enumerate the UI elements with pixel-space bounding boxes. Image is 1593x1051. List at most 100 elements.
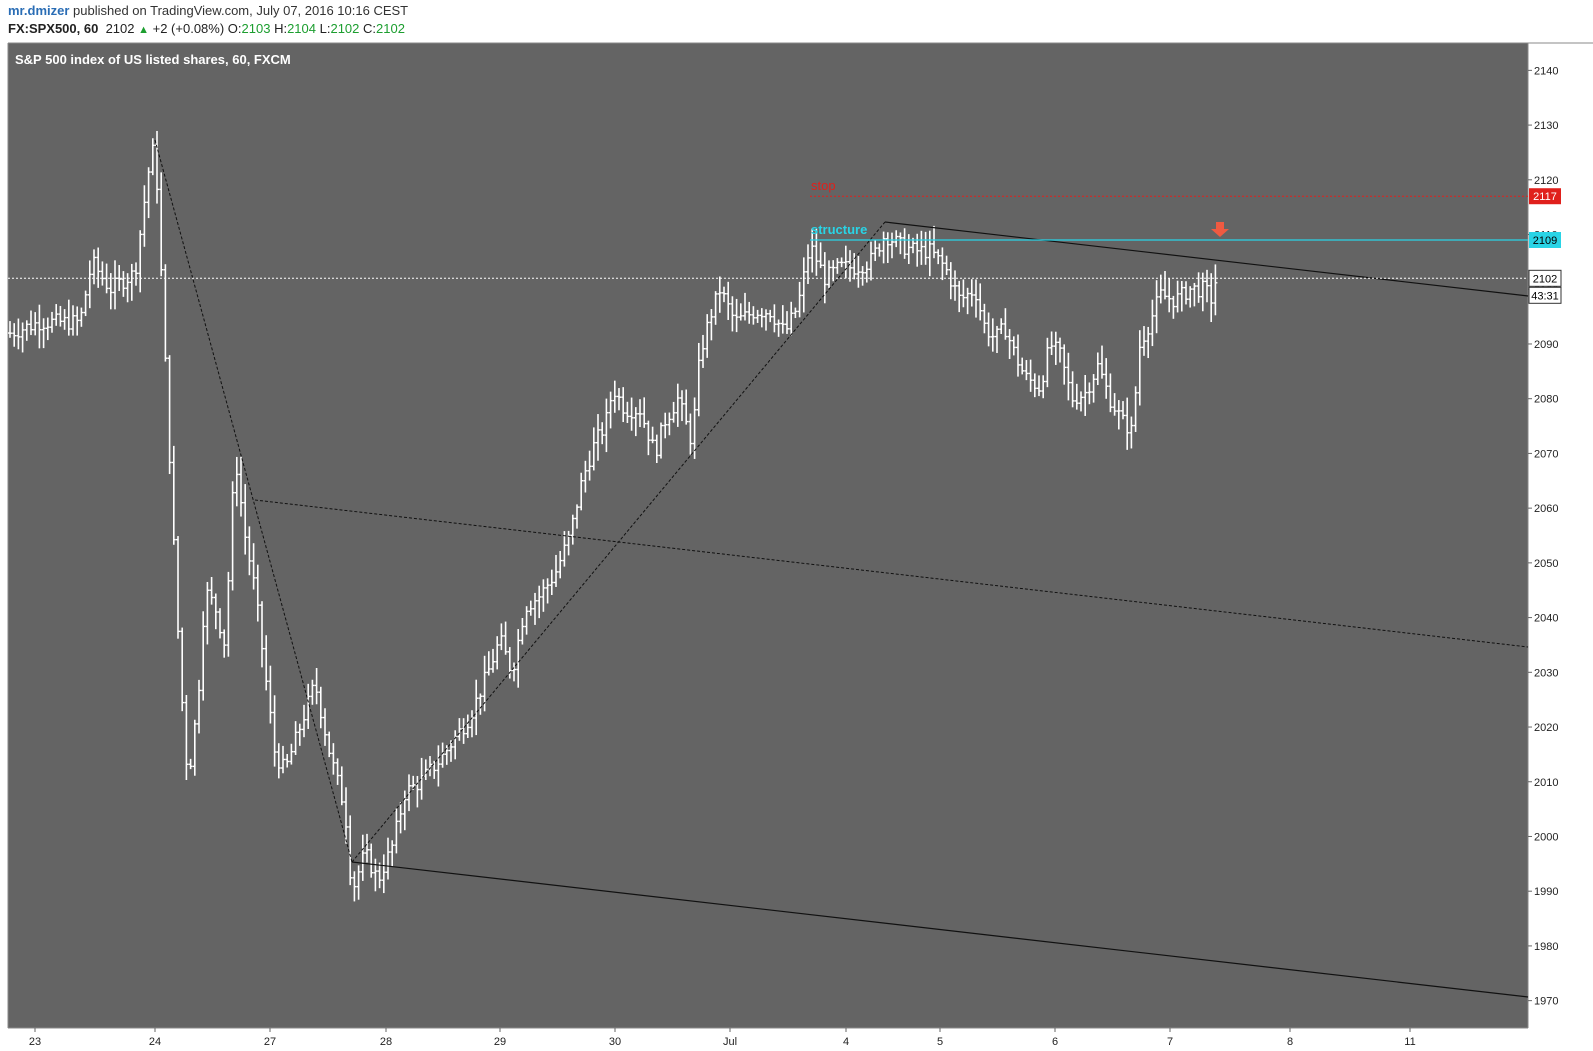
ohlc-bar — [339, 766, 344, 806]
plot-area[interactable] — [8, 43, 1528, 1028]
ohlc-bar — [843, 245, 848, 279]
ohlc-bar — [20, 322, 25, 353]
ohlc-bar — [743, 292, 747, 321]
ohlc-bar — [814, 229, 819, 276]
ohlc-bar — [1028, 359, 1033, 392]
ohlc-bar — [625, 401, 630, 424]
ohlc-bar — [16, 318, 21, 350]
ohlc-bar — [512, 662, 516, 682]
ohlc-bar — [978, 283, 983, 321]
close-value: 2102 — [376, 21, 405, 36]
low-label: L: — [319, 21, 331, 36]
ohlc-bar — [940, 247, 945, 281]
ohlc-bar — [167, 355, 172, 475]
ohlc-bar — [705, 314, 710, 358]
ohlc-bar — [537, 585, 542, 619]
chart-header: mr.dmizer published on TradingView.com, … — [0, 0, 1593, 42]
ohlc-bar — [1066, 352, 1071, 401]
ohlc-bar — [659, 422, 663, 459]
ohlc-bar — [848, 250, 852, 282]
sell-arrow-icon[interactable] — [1211, 222, 1229, 237]
ohlc-bar — [885, 232, 890, 263]
ohlc-bar — [1003, 308, 1008, 340]
ohlc-bar — [1087, 382, 1092, 405]
y-tick-label: 2130 — [1534, 120, 1558, 132]
ohlc-bar — [394, 808, 399, 854]
ohlc-bar — [24, 320, 29, 341]
ohlc-bar — [684, 389, 689, 425]
ohlc-bar — [1049, 331, 1054, 356]
ohlc-bar — [1213, 264, 1218, 316]
ohlc-bar — [474, 679, 479, 736]
y-tick-label: 2040 — [1534, 613, 1558, 625]
y-tick-label: 1990 — [1534, 886, 1558, 898]
ohlc-bar — [1121, 401, 1125, 420]
chart-title: S&P 500 index of US listed shares, 60, F… — [15, 52, 291, 67]
ohlc-bar — [680, 390, 684, 422]
ohlc-bar — [856, 255, 861, 288]
ohlc-bar — [281, 745, 285, 774]
ohlc-bar — [1146, 326, 1151, 359]
stop-label: stop — [811, 178, 836, 193]
ohlc-bar — [864, 261, 869, 283]
ohlc-bar — [927, 230, 932, 277]
ohlc-bar — [772, 304, 777, 333]
ohlc-bar — [890, 232, 894, 259]
ohlc-bar — [545, 578, 550, 604]
ohlc-bar — [738, 303, 743, 321]
ohlc-bar — [751, 306, 756, 325]
ohlc-bar — [1116, 400, 1121, 430]
ohlc-bar — [465, 714, 470, 738]
ohlc-bar — [318, 686, 323, 729]
ohlc-bar — [54, 304, 59, 326]
ohlc-bar — [398, 802, 403, 834]
ohlc-bar — [62, 309, 67, 330]
ohlc-bar — [1011, 336, 1016, 356]
up-arrow-icon: ▲ — [138, 24, 149, 36]
price-axis[interactable] — [1528, 43, 1593, 1028]
last-price-label: 2102 — [1533, 273, 1557, 285]
ohlc-bar — [570, 514, 575, 545]
y-tick-label: 2090 — [1534, 339, 1558, 351]
ohlc-bar — [827, 260, 831, 289]
ohlc-bar — [1175, 280, 1180, 313]
y-tick-label: 2000 — [1534, 831, 1558, 843]
x-tick-label: 8 — [1287, 1036, 1293, 1048]
x-tick-label: 29 — [494, 1036, 506, 1048]
time-axis[interactable] — [0, 1028, 1593, 1051]
ohlc-bar — [222, 629, 227, 658]
ohlc-bar — [499, 623, 504, 651]
countdown-box — [1528, 286, 1562, 304]
ohlc-bar — [638, 399, 642, 428]
x-tick-label: 4 — [843, 1036, 849, 1048]
ohlc-bar — [184, 694, 189, 781]
ohlc-bar — [776, 319, 781, 337]
last-price: 2102 — [105, 21, 135, 36]
ohlc-bar — [902, 228, 907, 259]
ohlc-bar — [936, 249, 941, 265]
ohlc-bar — [289, 743, 294, 765]
ohlc-bar — [1045, 337, 1050, 388]
ohlc-bar — [1129, 416, 1134, 449]
ohlc-bar — [12, 323, 17, 347]
ohlc-bar — [562, 531, 567, 567]
ohlc-bar — [369, 843, 374, 878]
ohlc-bar — [1032, 373, 1037, 398]
lower-channel-line — [351, 861, 1529, 998]
ohlc-bar — [327, 731, 332, 758]
ohlc-bar — [726, 281, 731, 320]
ohlc-bar — [768, 309, 773, 323]
ohlc-bar — [1188, 286, 1193, 308]
ohlc-bar — [1163, 271, 1167, 300]
ohlc-bar — [293, 721, 298, 755]
ohlc-bar — [524, 606, 529, 635]
ohlc-bar — [402, 790, 407, 831]
ohlc-bar — [134, 262, 138, 286]
ohlc-bar — [948, 262, 953, 300]
author-link[interactable]: mr.dmizer — [8, 3, 70, 18]
ohlc-bar — [79, 307, 84, 327]
ohlc-bar — [793, 307, 798, 319]
ohlc-bar — [1205, 269, 1209, 303]
ohlc-bar — [1108, 373, 1113, 413]
